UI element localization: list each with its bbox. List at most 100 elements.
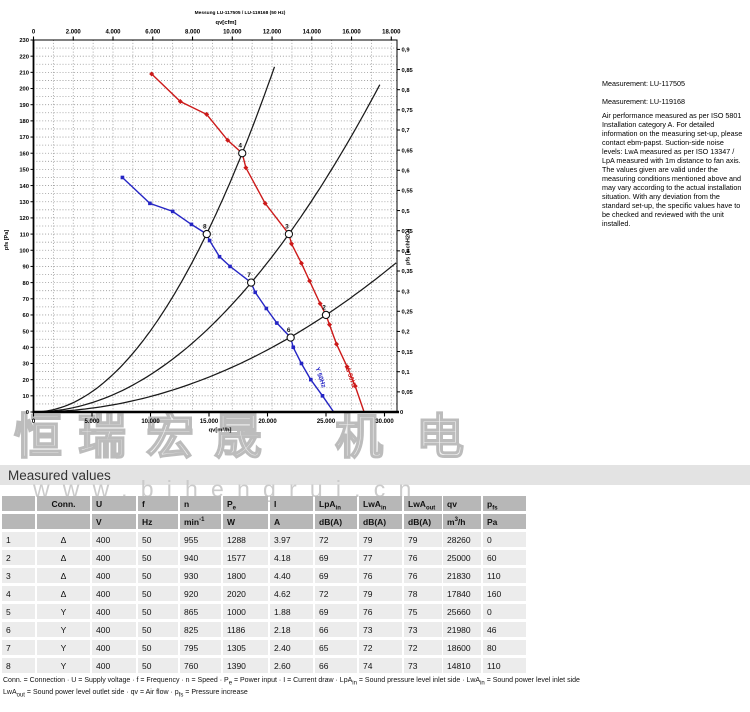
table-cell: 21830 — [443, 568, 481, 583]
note-line: Air performance measured as per ISO 5801 — [602, 111, 742, 120]
table-cell: 400 — [92, 532, 136, 547]
table-cell: m3/h — [443, 514, 481, 529]
table-cell: 1000 — [223, 604, 268, 619]
svg-text:200: 200 — [19, 87, 29, 93]
table-cell: 920 — [180, 586, 221, 601]
svg-text:0,3: 0,3 — [402, 289, 411, 295]
note-line: may vary according to the actual install… — [602, 183, 742, 192]
table-cell: 1.88 — [270, 604, 313, 619]
table-cell: 400 — [92, 550, 136, 565]
table-cell: Y — [37, 658, 90, 673]
svg-text:220: 220 — [19, 54, 29, 60]
table-cell: LpAin — [315, 496, 357, 511]
table-cell: 76 — [404, 568, 442, 583]
svg-text:110: 110 — [20, 232, 29, 238]
table-cell: n — [180, 496, 221, 511]
table-cell: 50 — [138, 532, 178, 547]
svg-text:6.000: 6.000 — [145, 30, 161, 36]
table-cell: 400 — [92, 586, 136, 601]
note-line: installed. — [602, 219, 631, 228]
svg-text:pfs [Pa]: pfs [Pa] — [4, 230, 10, 250]
svg-text:20.000: 20.000 — [258, 419, 277, 425]
table-cell: 50 — [138, 586, 178, 601]
table-cell: 72 — [404, 640, 442, 655]
note-line: LpA measured with 1m distance to fan axi… — [602, 156, 741, 165]
svg-text:0,75: 0,75 — [402, 108, 414, 114]
table-row: 4 Δ 400 50 920 2020 4.62 72 79 78 17840 160 — [0, 586, 530, 601]
table-cell: 110 — [483, 658, 526, 673]
table-cell: 0 — [483, 532, 526, 547]
table-cell: LwAout — [404, 496, 442, 511]
svg-text:16.000: 16.000 — [342, 30, 361, 36]
table-cell: 46 — [483, 622, 526, 637]
table-cell: dB(A) — [404, 514, 442, 529]
svg-text:140: 140 — [19, 184, 29, 190]
svg-text:3: 3 — [285, 224, 289, 231]
table-row: 3 Δ 400 50 930 1800 4.40 69 76 76 21830 110 — [0, 568, 530, 583]
svg-text:100: 100 — [19, 248, 29, 254]
table-cell: f — [138, 496, 178, 511]
svg-text:25.000: 25.000 — [317, 419, 336, 425]
svg-text:14.000: 14.000 — [303, 30, 322, 36]
table-cell: 79 — [359, 586, 402, 601]
table-cell: 760 — [180, 658, 221, 673]
svg-text:160: 160 — [19, 151, 29, 157]
table-cell: Y — [37, 604, 90, 619]
table-cell: 1288 — [223, 532, 268, 547]
table-cell: 18600 — [443, 640, 481, 655]
table-cell: Conn. — [37, 496, 90, 511]
svg-text:0,8: 0,8 — [402, 88, 411, 94]
measurement-note-paragraph: Air performance measured as per ISO 5801… — [602, 111, 750, 228]
table-cell — [2, 514, 35, 529]
table-cell: 400 — [92, 604, 136, 619]
table-cell: 21980 — [443, 622, 481, 637]
table-cell: U — [92, 496, 136, 511]
svg-text:Messung LU-117505 / LU-119168: Messung LU-117505 / LU-119168 (50 Hz) — [195, 10, 286, 16]
note-line: measuring conditions mentioned above and — [602, 174, 742, 183]
table-cell: 50 — [138, 658, 178, 673]
table-cell: 4.40 — [270, 568, 313, 583]
table-cell: 1186 — [223, 622, 268, 637]
table-cell: 72 — [359, 640, 402, 655]
svg-text:0,05: 0,05 — [402, 390, 414, 396]
measurement-id-1: Measurement: LU-117505 — [602, 79, 685, 88]
svg-text:230: 230 — [19, 38, 29, 44]
table-cell: 79 — [404, 532, 442, 547]
table-cell — [37, 514, 90, 529]
table-cell: 76 — [359, 604, 402, 619]
table-cell: Δ — [37, 568, 90, 583]
table-cell: 76 — [404, 550, 442, 565]
svg-text:2.000: 2.000 — [66, 30, 82, 36]
table-cell: 1305 — [223, 640, 268, 655]
table-cell: 72 — [315, 532, 357, 547]
table-cell: 17840 — [443, 586, 481, 601]
table-cell: 865 — [180, 604, 221, 619]
svg-text:4: 4 — [238, 143, 242, 150]
table-cell: 795 — [180, 640, 221, 655]
table-cell: 2 — [2, 550, 35, 565]
table-cell: 825 — [180, 622, 221, 637]
table-row: 7 Y 400 50 795 1305 2.40 65 72 72 18600 80 — [0, 640, 530, 655]
table-cell: 50 — [138, 622, 178, 637]
table-cell: dB(A) — [359, 514, 402, 529]
svg-text:130: 130 — [19, 200, 29, 206]
table-cell: 1390 — [223, 658, 268, 673]
svg-text:qv[cfm]: qv[cfm] — [216, 20, 237, 26]
table-cell: 73 — [404, 622, 442, 637]
table-cell: qv — [443, 496, 481, 511]
svg-text:0: 0 — [400, 410, 403, 416]
svg-text:50: 50 — [23, 329, 29, 335]
table-cell: 110 — [483, 568, 526, 583]
table-cell: 77 — [359, 550, 402, 565]
table-cell: 930 — [180, 568, 221, 583]
table-cell: LwAin — [359, 496, 402, 511]
svg-text:7: 7 — [247, 272, 251, 279]
svg-text:5.000: 5.000 — [84, 419, 100, 425]
svg-text:10: 10 — [23, 394, 29, 400]
svg-text:qv[m³/h]: qv[m³/h] — [209, 427, 232, 434]
svg-text:0,35: 0,35 — [402, 269, 414, 275]
svg-text:180: 180 — [19, 119, 29, 125]
